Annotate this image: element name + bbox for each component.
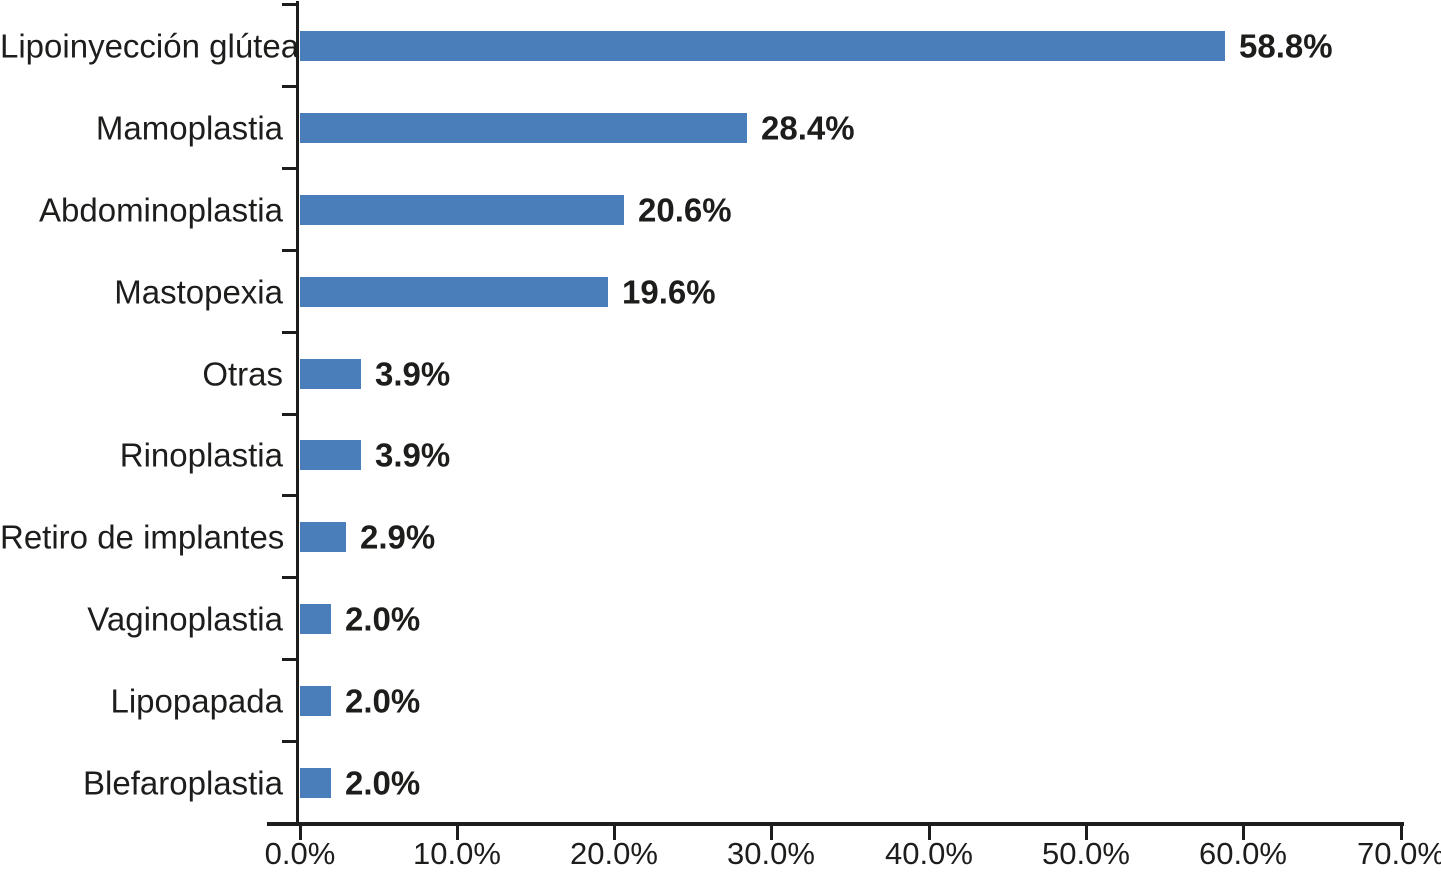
y-axis-tick <box>282 249 296 252</box>
y-axis-tick <box>282 576 296 579</box>
x-axis-tick <box>1400 826 1403 840</box>
x-axis-tick <box>1242 826 1245 840</box>
x-tick-label: 0.0% <box>264 836 336 871</box>
value-label: 20.6% <box>638 191 732 229</box>
x-tick-label: 60.0% <box>1199 836 1287 871</box>
value-label: 2.0% <box>345 764 421 802</box>
x-axis-line <box>267 822 1404 826</box>
x-axis-tick <box>613 826 616 840</box>
x-axis-tick <box>770 826 773 840</box>
value-label: 2.9% <box>360 518 436 556</box>
bar <box>300 604 331 634</box>
y-axis-tick <box>282 822 296 825</box>
x-tick-label: 50.0% <box>1042 836 1130 871</box>
x-axis-tick <box>928 826 931 840</box>
y-axis-tick <box>282 740 296 743</box>
category-label: Vaginoplastia <box>87 600 283 638</box>
bar <box>300 686 331 716</box>
x-tick-label: 30.0% <box>727 836 815 871</box>
category-label: Abdominoplastia <box>39 191 283 229</box>
y-axis-tick <box>282 85 296 88</box>
value-label: 2.0% <box>345 600 421 638</box>
bar <box>300 31 1225 61</box>
category-label: Otras <box>202 355 283 393</box>
bar <box>300 195 624 225</box>
value-label: 3.9% <box>375 355 451 393</box>
y-axis-tick <box>282 658 296 661</box>
category-label: Rinoplastia <box>119 436 283 474</box>
y-axis-tick <box>282 413 296 416</box>
bar <box>300 440 361 470</box>
x-tick-label: 20.0% <box>570 836 658 871</box>
x-tick-label: 40.0% <box>885 836 973 871</box>
bar <box>300 277 608 307</box>
x-axis-tick <box>299 826 302 840</box>
category-label: Mastopexia <box>114 273 283 311</box>
y-axis-tick <box>282 167 296 170</box>
bar <box>300 359 361 389</box>
x-axis-tick <box>1085 826 1088 840</box>
y-axis-line <box>296 1 299 826</box>
value-label: 28.4% <box>761 109 855 147</box>
value-label: 58.8% <box>1239 27 1333 65</box>
y-axis-tick <box>282 3 296 6</box>
value-label: 19.6% <box>622 273 716 311</box>
category-label: Blefaroplastia <box>83 764 283 802</box>
bar <box>300 522 346 552</box>
bar <box>300 113 747 143</box>
bar <box>300 768 331 798</box>
category-label: Lipopapada <box>110 682 283 720</box>
y-axis-tick <box>282 494 296 497</box>
category-label: Retiro de implantes <box>0 518 285 556</box>
x-axis-tick <box>456 826 459 840</box>
category-label: Mamoplastia <box>95 109 283 147</box>
value-label: 3.9% <box>375 436 451 474</box>
category-label: Lipoinyección glútea <box>0 27 300 65</box>
y-axis-tick <box>282 331 296 334</box>
value-label: 2.0% <box>345 682 421 720</box>
x-tick-label: 70.0% <box>1357 836 1441 871</box>
x-tick-label: 10.0% <box>413 836 501 871</box>
